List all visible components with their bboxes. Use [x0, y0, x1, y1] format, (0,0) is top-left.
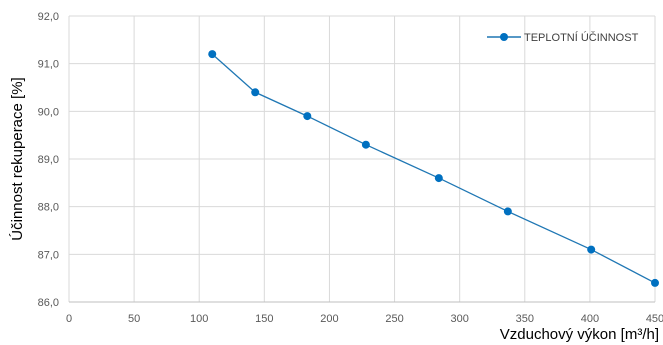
data-point	[361, 140, 370, 149]
data-point	[303, 112, 312, 121]
y-tick-label: 91,0	[38, 59, 59, 71]
legend: TEPLOTNÍ ÚČINNOST	[487, 31, 639, 44]
gridlines	[68, 15, 656, 303]
x-tick-labels: 0 50 100 150 200 250 300 350 400 450	[66, 313, 663, 325]
y-tick-label: 92,0	[38, 11, 59, 23]
y-tick-label: 89,0	[38, 154, 59, 166]
x-tick-label: 0	[66, 313, 72, 325]
x-tick-label: 350	[516, 313, 534, 325]
series-line	[211, 53, 656, 284]
x-tick-label: 400	[581, 313, 599, 325]
y-axis-title: Účinnost rekuperace [%]	[9, 77, 26, 240]
y-tick-label: 90,0	[38, 106, 59, 118]
x-tick-label: 150	[255, 313, 273, 325]
x-tick-label: 250	[385, 313, 403, 325]
data-point	[587, 245, 596, 254]
x-tick-label: 300	[450, 313, 468, 325]
series-layer	[208, 50, 659, 287]
y-tick-labels: 86,0 87,0 88,0 89,0 90,0 91,0 92,0	[38, 11, 59, 309]
legend-label: TEPLOTNÍ ÚČINNOST	[524, 31, 639, 44]
y-tick-label: 87,0	[38, 249, 59, 261]
y-tick-label: 86,0	[38, 297, 59, 309]
data-point	[251, 88, 260, 97]
data-point	[208, 50, 217, 59]
x-tick-label: 50	[128, 313, 140, 325]
x-tick-label: 450	[646, 313, 663, 325]
data-point	[503, 207, 512, 216]
x-tick-label: 100	[190, 313, 208, 325]
y-tick-label: 88,0	[38, 202, 59, 214]
data-point	[434, 174, 443, 183]
x-axis-title: Vzduchový výkon [m³/h]	[500, 326, 659, 343]
legend-marker	[500, 33, 508, 41]
data-point	[651, 278, 659, 287]
x-tick-label: 200	[320, 313, 338, 325]
